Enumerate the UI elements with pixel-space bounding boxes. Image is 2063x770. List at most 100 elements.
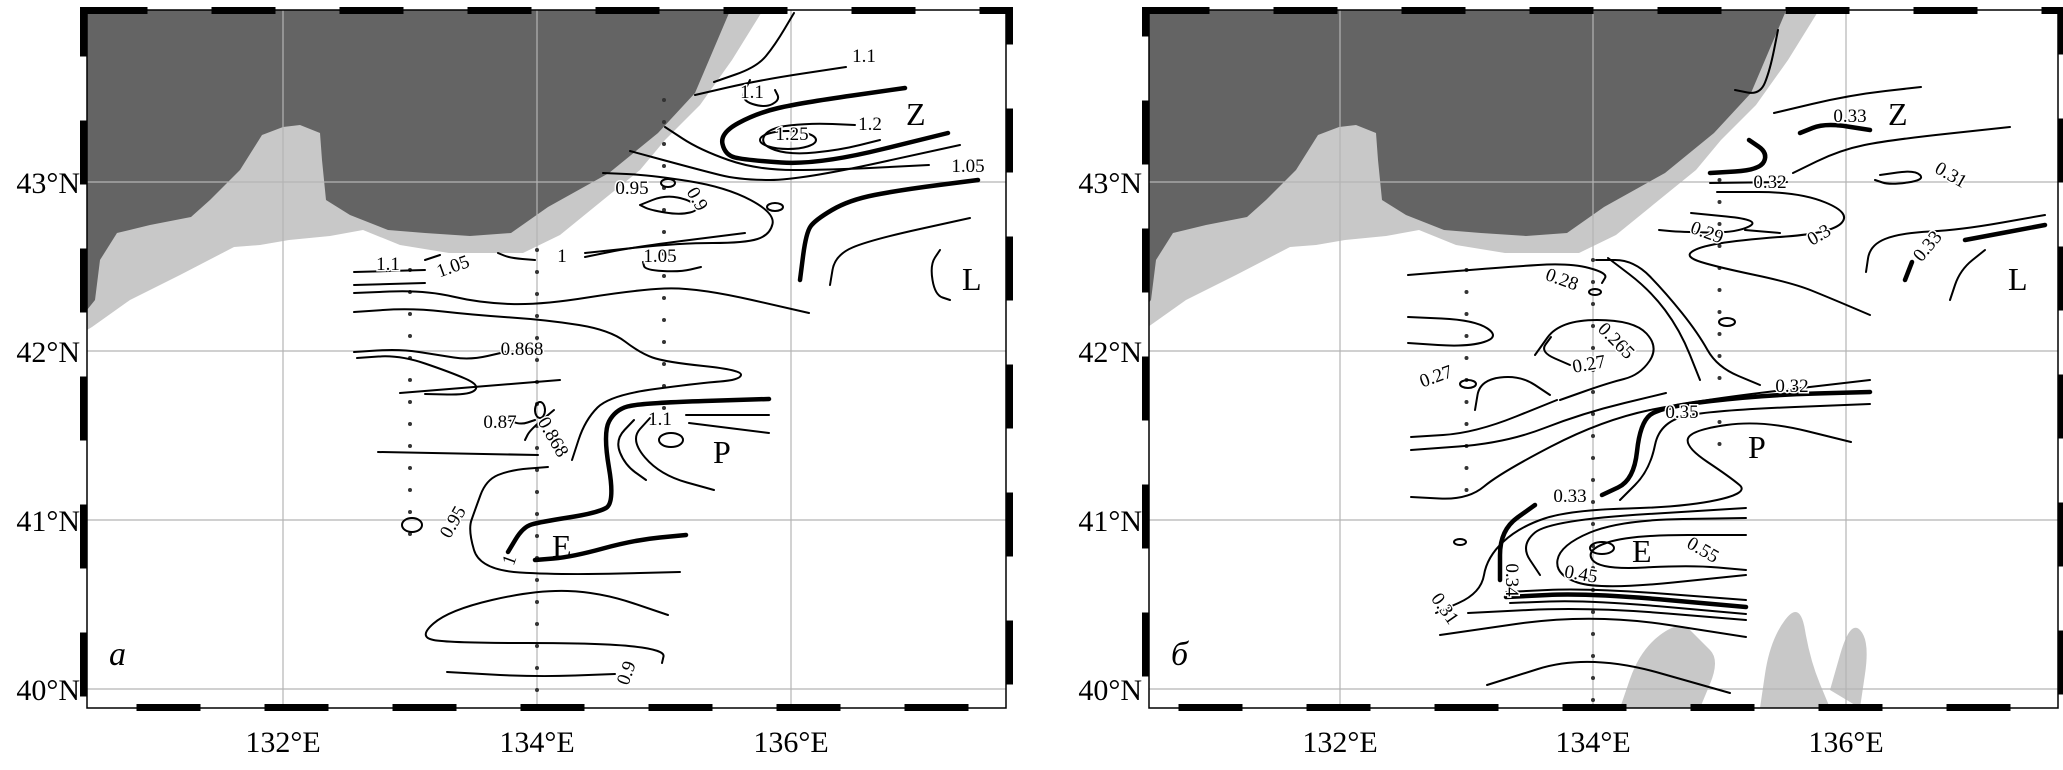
contour-line <box>1949 249 1986 301</box>
station-dot <box>408 510 412 514</box>
station-dot <box>1464 400 1469 404</box>
station-dot <box>1717 200 1722 204</box>
contour-closed <box>1718 317 1736 327</box>
contour-line-bold <box>1902 259 1915 283</box>
feature-label: E <box>1632 533 1652 569</box>
station-dot <box>662 142 666 146</box>
station-dot <box>662 362 666 366</box>
contour-line <box>694 66 847 96</box>
contour-label: 1.25 <box>775 124 808 145</box>
contour-label: 0.28 <box>1543 264 1581 295</box>
contour-line <box>1410 392 1667 451</box>
contour-line <box>1688 190 1871 316</box>
contour-line <box>1410 399 1558 438</box>
contour-label: 0.9 <box>682 184 712 215</box>
station-dot <box>662 318 666 322</box>
island <box>1620 626 1715 708</box>
contour-label: 1 <box>498 552 521 568</box>
station-dot <box>1591 456 1595 460</box>
contour-closed <box>660 178 676 188</box>
contour-line <box>1505 588 1747 601</box>
map-panel-left: 1.11.11.25 1.21.050.95 0.91.1 1.05 1 1.050.86… <box>16 7 1013 759</box>
contour-line-bold <box>1503 592 1749 610</box>
contour-line <box>1709 181 1788 184</box>
landmass <box>1149 10 1785 303</box>
contour-label: 1.1 <box>852 46 876 67</box>
feature-label: P <box>713 434 731 470</box>
station-dot <box>1717 222 1722 226</box>
station-dot <box>1717 376 1722 380</box>
contour-label: 0.27 <box>1417 361 1455 392</box>
contour-closed <box>766 202 784 212</box>
contour-label: 0.31 <box>1931 158 1970 193</box>
latitude-label: 41°N <box>16 505 80 538</box>
station-dot <box>662 296 666 300</box>
latitude-label: 40°N <box>16 674 80 707</box>
contour-line <box>424 589 669 664</box>
station-dot <box>1464 488 1469 492</box>
longitude-label: 132°E <box>1302 726 1377 759</box>
station-dot <box>1591 632 1595 636</box>
station-dot <box>408 378 412 382</box>
station-dot <box>1591 412 1595 416</box>
contour-label: 0.9 <box>613 658 641 688</box>
station-dot <box>1717 442 1722 446</box>
station-dot <box>1717 244 1722 248</box>
contour-label: 1.05 <box>643 246 676 267</box>
contour-line <box>1619 403 1871 501</box>
station-dot <box>1591 654 1595 658</box>
contour-line <box>742 79 780 107</box>
contour-line <box>377 451 539 456</box>
contour-label: 1.1 <box>740 82 764 103</box>
station-dot <box>1591 500 1595 504</box>
contour-line <box>1658 212 1754 234</box>
contour-line <box>399 379 561 394</box>
station-dot <box>1464 312 1469 316</box>
contour-label: 0.27 <box>1571 351 1607 377</box>
contour-label: 1.05 <box>951 156 984 177</box>
station-dot <box>535 666 539 670</box>
land <box>1149 10 1819 327</box>
contour-line <box>1509 600 1747 615</box>
frame-ticks <box>80 7 1013 711</box>
panel-label: б <box>1171 636 1190 673</box>
contour-line-bold <box>1962 222 2048 243</box>
contour-label: 0.32 <box>1753 172 1786 193</box>
contour-line <box>1792 126 2011 174</box>
contour-closed <box>1459 379 1477 389</box>
station-dot <box>1591 280 1595 284</box>
station-dot <box>1717 420 1722 424</box>
station-dot <box>535 644 539 648</box>
contour-line <box>1486 660 1731 694</box>
station-dot <box>1464 290 1469 294</box>
station-dot <box>408 444 412 448</box>
station-dot <box>662 274 666 278</box>
station-dot <box>1591 346 1595 350</box>
contour-line <box>829 217 971 286</box>
contour-line-bold <box>1707 137 1768 176</box>
contour-label: 0.87 <box>483 412 516 433</box>
station-dot <box>662 208 666 212</box>
station-dot <box>662 120 666 124</box>
panel-label: a <box>109 636 126 673</box>
contour-line <box>1407 316 1494 347</box>
contour-label: 0.29 <box>1688 217 1726 248</box>
contour-line <box>1589 534 1747 571</box>
contour-closed <box>1589 541 1615 555</box>
feature-label: Z <box>1888 96 1908 132</box>
station-dot <box>535 248 539 252</box>
contour-line <box>446 671 616 678</box>
feature-label: Z <box>906 96 926 132</box>
station-dot <box>1591 478 1595 482</box>
feature-label: P <box>1748 429 1766 465</box>
contour-line-bold <box>719 85 951 166</box>
contour-closed <box>1453 538 1467 546</box>
station-dot <box>408 400 412 404</box>
contour-line <box>930 249 951 301</box>
station-dot <box>1464 334 1469 338</box>
contour-line-bold <box>1599 389 1873 498</box>
station-dot <box>535 512 539 516</box>
contour-line <box>1734 29 1779 94</box>
contour-line <box>469 466 681 576</box>
contour-label: 0.95 <box>615 178 648 199</box>
